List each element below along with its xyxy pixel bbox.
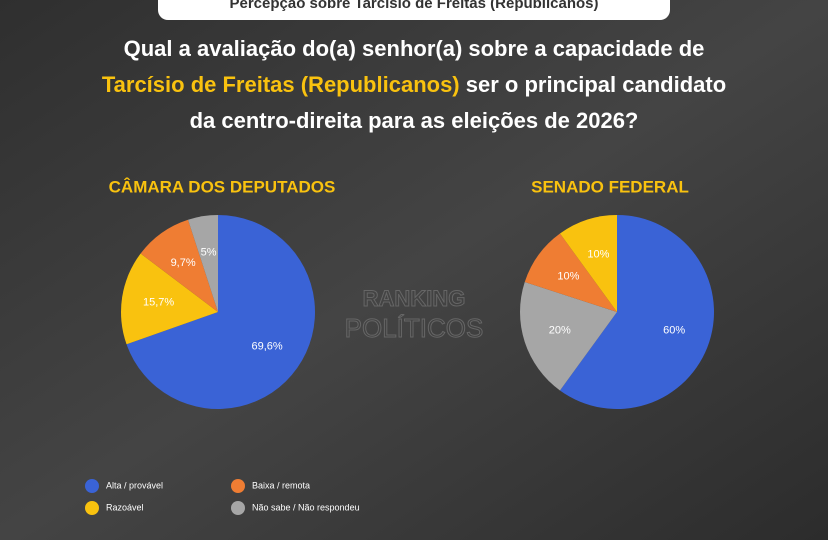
- legend-label: Não sabe / Não respondeu: [252, 502, 360, 512]
- legend-label: Alta / provável: [106, 480, 163, 490]
- slice-label: 10%: [557, 271, 579, 283]
- slice-label: 15,7%: [143, 297, 174, 309]
- pie-slice: [120, 253, 218, 345]
- legend-swatch: [85, 479, 99, 493]
- pie-slice: [559, 215, 714, 409]
- question-highlight: Tarcísio de Freitas (Republicanos): [102, 72, 460, 97]
- slice-label: 9,7%: [171, 257, 196, 269]
- slice-label: 20%: [549, 324, 571, 336]
- slice-label: 60%: [663, 324, 685, 336]
- legend-label: Razoável: [106, 502, 144, 512]
- slice-label: 10%: [587, 249, 609, 261]
- legend: Alta / provável Baixa / remota Razoável Não…: [85, 479, 360, 515]
- pie-slice: [559, 215, 617, 312]
- pie-slice: [126, 215, 316, 409]
- question-line: da centro-direita para as eleições de 20…: [190, 108, 639, 133]
- chart-title: SENADO FEDERAL: [531, 177, 689, 196]
- question-line: Tarcísio de Freitas (Republicanos) ser o…: [102, 72, 726, 97]
- watermark: RANKING: [363, 286, 466, 311]
- slice-label: 5%: [201, 247, 217, 259]
- legend-swatch: [85, 501, 99, 515]
- banner: Percepção sobre Tarcísio de Freitas (Rep…: [229, 0, 598, 12]
- legend-swatch: [231, 479, 245, 493]
- chart-title: CÂMARA DOS DEPUTADOS: [109, 177, 336, 196]
- pie-slice: [520, 282, 617, 391]
- watermark: POLÍTICOS: [345, 313, 484, 343]
- question-text: ser o principal candidato: [460, 72, 727, 97]
- banner-box: [158, 0, 670, 20]
- pie-slice: [524, 233, 617, 312]
- slice-label: 69,6%: [251, 341, 282, 353]
- question-line: Qual a avaliação do(a) senhor(a) sobre a…: [124, 36, 705, 61]
- legend-label: Baixa / remota: [252, 480, 310, 490]
- charts: CÂMARA DOS DEPUTADOS 69,6% 15,7% 9,7% 5% SENA…: [109, 177, 714, 409]
- pie-slice: [140, 219, 218, 312]
- pie-slice: [188, 215, 218, 312]
- legend-swatch: [231, 501, 245, 515]
